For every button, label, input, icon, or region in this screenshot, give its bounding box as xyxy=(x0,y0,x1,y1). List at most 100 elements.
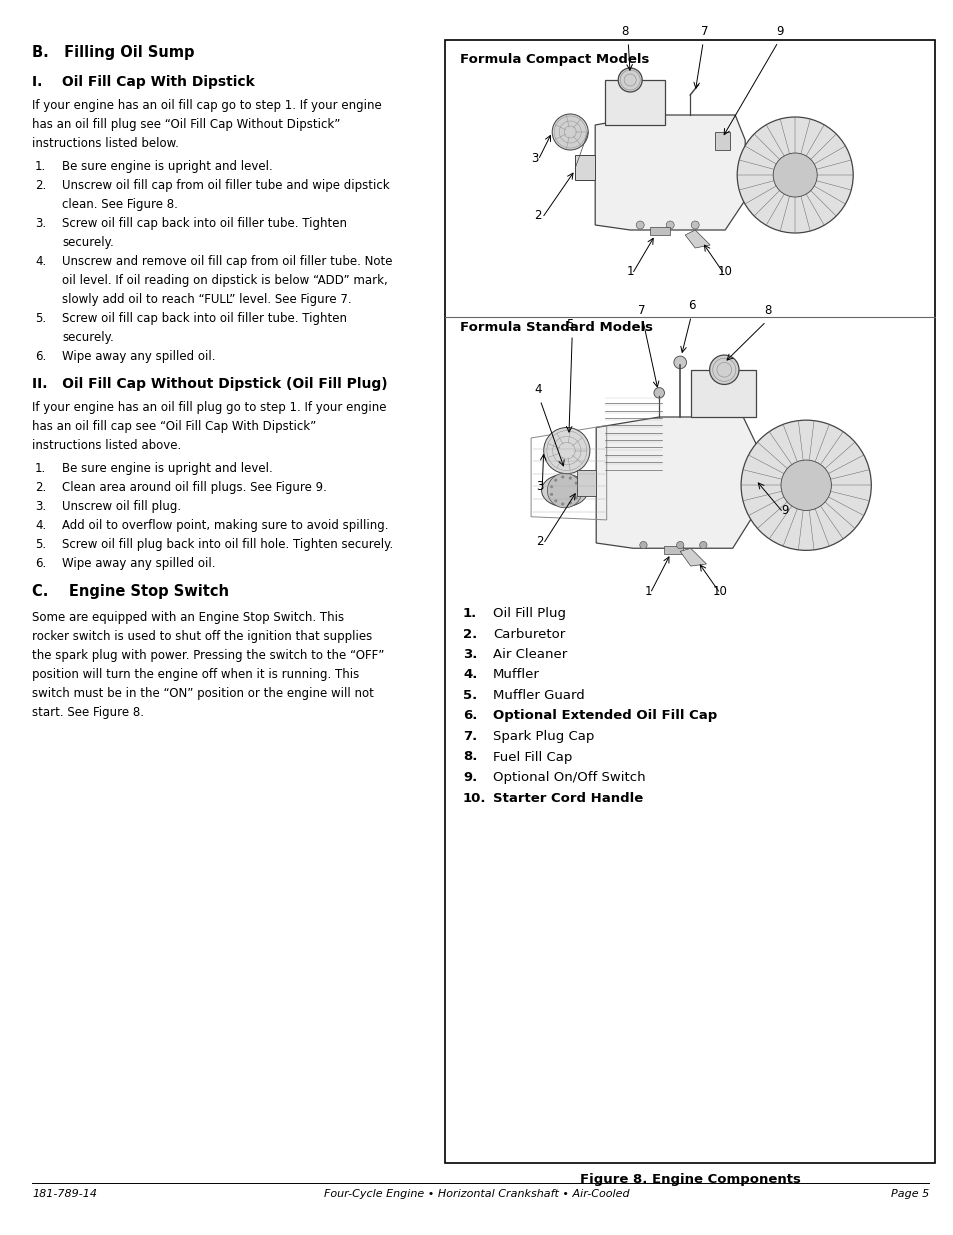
Circle shape xyxy=(554,479,557,482)
Circle shape xyxy=(574,496,578,499)
Text: Wipe away any spilled oil.: Wipe away any spilled oil. xyxy=(62,557,215,571)
Text: 3.: 3. xyxy=(462,648,476,661)
Text: Oil Fill Plug: Oil Fill Plug xyxy=(493,606,565,620)
Circle shape xyxy=(740,420,870,551)
Circle shape xyxy=(554,499,557,503)
Circle shape xyxy=(691,221,699,228)
Text: Fuel Fill Cap: Fuel Fill Cap xyxy=(493,751,572,763)
Circle shape xyxy=(737,117,852,233)
Text: Be sure engine is upright and level.: Be sure engine is upright and level. xyxy=(62,161,273,173)
Text: securely.: securely. xyxy=(62,331,113,345)
Text: 4: 4 xyxy=(534,383,541,396)
Circle shape xyxy=(550,485,553,488)
Circle shape xyxy=(676,541,683,548)
Text: 3: 3 xyxy=(531,152,538,165)
Text: switch must be in the “ON” position or the engine will not: switch must be in the “ON” position or t… xyxy=(32,687,374,700)
Text: 8: 8 xyxy=(763,304,771,317)
Text: 5.: 5. xyxy=(35,312,46,325)
Text: has an oil fill plug see “Oil Fill Cap Without Dipstick”: has an oil fill plug see “Oil Fill Cap W… xyxy=(32,119,340,131)
Ellipse shape xyxy=(541,474,587,506)
Text: instructions listed above.: instructions listed above. xyxy=(32,438,181,452)
Text: 4.: 4. xyxy=(35,254,46,268)
Circle shape xyxy=(543,427,589,474)
Text: 2: 2 xyxy=(534,209,541,222)
Text: Formula Compact Models: Formula Compact Models xyxy=(459,53,649,65)
Text: 6.: 6. xyxy=(462,709,476,722)
Text: Screw oil fill plug back into oil fill hole. Tighten securely.: Screw oil fill plug back into oil fill h… xyxy=(62,538,393,551)
Circle shape xyxy=(639,541,646,548)
Text: 5.: 5. xyxy=(35,538,46,551)
Polygon shape xyxy=(577,469,596,495)
Circle shape xyxy=(673,356,686,369)
Circle shape xyxy=(781,461,830,510)
Text: 1: 1 xyxy=(644,584,651,598)
Text: II.   Oil Fill Cap Without Dipstick (Oil Fill Plug): II. Oil Fill Cap Without Dipstick (Oil F… xyxy=(32,377,387,391)
Text: Add oil to overflow point, making sure to avoid spilling.: Add oil to overflow point, making sure t… xyxy=(62,519,388,532)
Text: 6.: 6. xyxy=(35,350,46,363)
Circle shape xyxy=(552,114,588,149)
Circle shape xyxy=(699,541,706,548)
Text: the spark plug with power. Pressing the switch to the “OFF”: the spark plug with power. Pressing the … xyxy=(32,650,384,662)
Text: 5.: 5. xyxy=(462,689,476,701)
Text: I.    Oil Fill Cap With Dipstick: I. Oil Fill Cap With Dipstick xyxy=(32,75,254,89)
Text: 3.: 3. xyxy=(35,500,46,513)
Text: Optional On/Off Switch: Optional On/Off Switch xyxy=(493,771,645,784)
Circle shape xyxy=(547,473,581,508)
Text: 1.: 1. xyxy=(35,462,46,475)
Text: securely.: securely. xyxy=(62,236,113,249)
Text: 2: 2 xyxy=(536,535,543,548)
Text: Air Cleaner: Air Cleaner xyxy=(493,648,567,661)
Text: Unscrew and remove oil fill cap from oil filler tube. Note: Unscrew and remove oil fill cap from oil… xyxy=(62,254,392,268)
Text: 9.: 9. xyxy=(462,771,476,784)
Circle shape xyxy=(550,493,553,496)
Text: 9: 9 xyxy=(781,504,788,516)
Circle shape xyxy=(560,503,564,505)
Text: 1: 1 xyxy=(626,266,634,278)
Circle shape xyxy=(636,221,643,228)
Polygon shape xyxy=(596,417,755,548)
Text: Some are equipped with an Engine Stop Switch. This: Some are equipped with an Engine Stop Sw… xyxy=(32,611,344,624)
Circle shape xyxy=(618,68,641,91)
Text: If your engine has an oil fill cap go to step 1. If your engine: If your engine has an oil fill cap go to… xyxy=(32,99,381,112)
Text: 7.: 7. xyxy=(462,730,476,743)
Circle shape xyxy=(560,475,564,479)
Text: 6: 6 xyxy=(688,299,696,312)
Text: Screw oil fill cap back into oil filler tube. Tighten: Screw oil fill cap back into oil filler … xyxy=(62,312,347,325)
Text: 4.: 4. xyxy=(462,668,476,682)
Text: C.    Engine Stop Switch: C. Engine Stop Switch xyxy=(32,584,229,599)
Text: 3.: 3. xyxy=(35,217,46,230)
Polygon shape xyxy=(575,156,595,180)
Text: rocker switch is used to shut off the ignition that supplies: rocker switch is used to shut off the ig… xyxy=(32,630,372,643)
Text: 10.: 10. xyxy=(462,792,486,804)
Text: 3: 3 xyxy=(536,479,543,493)
Text: Page 5: Page 5 xyxy=(890,1189,928,1199)
Text: 2.: 2. xyxy=(35,480,46,494)
Text: 1.: 1. xyxy=(462,606,476,620)
Text: Screw oil fill cap back into oil filler tube. Tighten: Screw oil fill cap back into oil filler … xyxy=(62,217,347,230)
Text: clean. See Figure 8.: clean. See Figure 8. xyxy=(62,198,177,211)
Text: 2.: 2. xyxy=(462,627,476,641)
Text: 2.: 2. xyxy=(35,179,46,191)
Text: instructions listed below.: instructions listed below. xyxy=(32,137,179,149)
Text: Starter Cord Handle: Starter Cord Handle xyxy=(493,792,642,804)
Circle shape xyxy=(709,354,739,384)
Text: Unscrew oil fill plug.: Unscrew oil fill plug. xyxy=(62,500,181,513)
Text: B.   Filling Oil Sump: B. Filling Oil Sump xyxy=(32,44,194,61)
Text: Muffler Guard: Muffler Guard xyxy=(493,689,584,701)
Text: Clean area around oil fill plugs. See Figure 9.: Clean area around oil fill plugs. See Fi… xyxy=(62,480,327,494)
Text: 7: 7 xyxy=(700,25,708,38)
Text: Unscrew oil fill cap from oil filler tube and wipe dipstick: Unscrew oil fill cap from oil filler tub… xyxy=(62,179,389,191)
Text: Muffler: Muffler xyxy=(493,668,539,682)
Text: 9: 9 xyxy=(776,25,783,38)
Text: Wipe away any spilled oil.: Wipe away any spilled oil. xyxy=(62,350,215,363)
Text: 7: 7 xyxy=(638,304,645,317)
Text: 8.: 8. xyxy=(462,751,476,763)
Text: Spark Plug Cap: Spark Plug Cap xyxy=(493,730,594,743)
Text: Be sure engine is upright and level.: Be sure engine is upright and level. xyxy=(62,462,273,475)
Text: position will turn the engine off when it is running. This: position will turn the engine off when i… xyxy=(32,668,359,680)
Text: Four-Cycle Engine • Horizontal Crankshaft • Air-Cooled: Four-Cycle Engine • Horizontal Crankshaf… xyxy=(324,1189,629,1199)
Polygon shape xyxy=(595,115,744,230)
Text: 5: 5 xyxy=(566,317,574,331)
Text: 10: 10 xyxy=(717,266,732,278)
Text: 8: 8 xyxy=(620,25,628,38)
